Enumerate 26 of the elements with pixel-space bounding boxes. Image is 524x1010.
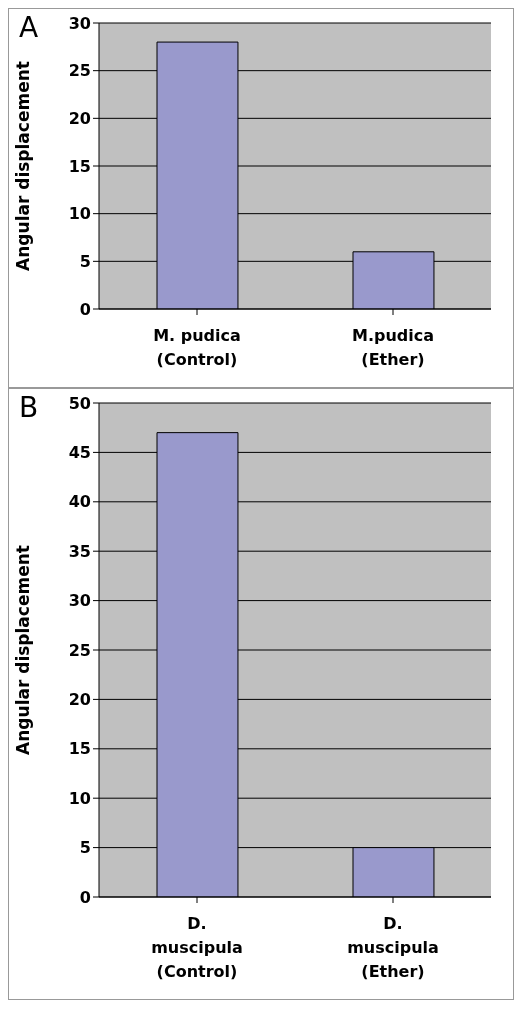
chart-title: B: [19, 391, 39, 424]
y-tick-label: 25: [68, 640, 91, 660]
y-tick-label: 15: [68, 739, 91, 759]
x-tick-label: D. muscipula (Ether): [347, 914, 439, 981]
y-tick-label: 20: [68, 690, 91, 710]
y-tick-label: 25: [68, 61, 91, 81]
y-tick-label: 40: [68, 492, 91, 512]
y-tick-label: 5: [79, 838, 91, 858]
y-tick-label: 30: [68, 591, 91, 611]
y-tick-label: 45: [68, 443, 91, 463]
y-tick-label: 35: [68, 541, 91, 561]
y-axis-title: Angular displacement: [13, 61, 34, 271]
x-tick-label: M. pudica (Control): [153, 326, 241, 369]
y-tick-label: 0: [79, 299, 91, 319]
chart-title: A: [19, 11, 39, 44]
y-tick-label: 30: [68, 13, 91, 33]
y-tick-label: 10: [68, 788, 91, 808]
y-tick-label: 20: [68, 109, 91, 129]
x-tick-label: D. muscipula (Control): [151, 914, 243, 981]
y-tick-label: 0: [79, 887, 91, 907]
y-tick-label: 5: [79, 252, 91, 272]
y-axis-title: Angular displacement: [13, 545, 34, 755]
y-tick-label: 50: [68, 393, 91, 413]
y-tick-label: 15: [68, 156, 91, 176]
x-tick-label: M.pudica (Ether): [351, 326, 435, 369]
y-tick-label: 10: [68, 204, 91, 224]
